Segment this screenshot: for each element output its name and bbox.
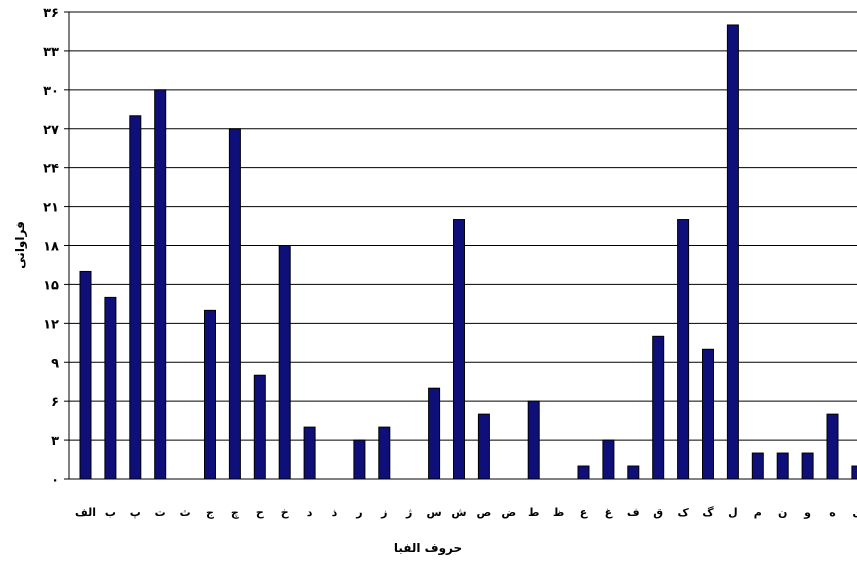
x-tick-label: غ: [605, 506, 613, 519]
x-tick-label: ص: [476, 506, 491, 519]
x-tick-label: ز: [380, 506, 387, 519]
x-tick-label: ل: [728, 506, 738, 519]
y-tick-label: ۳۶: [43, 6, 59, 21]
bar: [453, 219, 465, 480]
bar: [353, 439, 366, 480]
bar: [253, 374, 266, 480]
bar: [677, 219, 690, 480]
x-tick-label: ف: [627, 506, 640, 519]
y-tick-label: ۹: [51, 356, 59, 371]
bar: [702, 348, 714, 480]
bar: [204, 309, 216, 480]
x-tick-label: ر: [355, 506, 362, 519]
y-tick-label: ۶: [51, 395, 59, 410]
bar: [428, 387, 441, 480]
x-tick-label: الف: [75, 506, 96, 519]
bar: [477, 413, 490, 480]
y-tick-label: ۱۸: [43, 240, 59, 255]
x-tick-label: ع: [580, 506, 588, 519]
bar: [851, 465, 857, 480]
y-tick-label: ۲۱: [43, 201, 59, 216]
bar: [527, 400, 540, 480]
bar: [751, 452, 764, 480]
x-tick-label: ن: [778, 506, 787, 519]
bar: [79, 270, 92, 480]
y-axis-title: فراوانی: [13, 221, 28, 269]
bar: [303, 426, 316, 480]
x-tick-label: ژ: [405, 506, 412, 519]
bar: [652, 335, 665, 480]
bar: [228, 128, 241, 480]
bar: [776, 452, 789, 480]
y-tick-label: ۳: [51, 434, 59, 449]
bar: [378, 426, 391, 480]
y-tick-label: ۳۳: [43, 45, 59, 60]
bars: [79, 24, 857, 480]
x-tick-label: س: [427, 506, 442, 519]
x-tick-label: ک: [677, 506, 689, 519]
x-tick-label: ج: [206, 506, 214, 520]
bar: [278, 245, 291, 480]
bar: [104, 296, 117, 480]
bar: [726, 24, 739, 480]
x-tick-label: ض: [501, 506, 516, 519]
bar: [602, 439, 615, 480]
y-tick-label: ۱۲: [43, 317, 59, 332]
x-tick-label: چ: [231, 506, 239, 520]
bar: [154, 89, 167, 480]
x-tick-label: ذ: [332, 506, 338, 519]
y-tick-label: ۲۷: [43, 123, 59, 138]
x-tick-label: گ: [702, 505, 714, 519]
x-tick-label: پ: [130, 506, 141, 519]
bar: [129, 115, 142, 480]
x-tick-label: م: [754, 506, 762, 519]
x-tick-label: ق: [653, 506, 663, 519]
y-tick-label: ۱۵: [43, 278, 59, 293]
x-tick-label: ب: [105, 506, 116, 519]
x-tick-label: ش: [451, 506, 466, 519]
x-tick-label: ی: [852, 506, 857, 519]
x-tick-label: ث: [180, 506, 191, 519]
bar: [577, 465, 590, 480]
bar: [826, 413, 839, 480]
x-tick-label: ت: [155, 506, 166, 519]
y-tick-label: ۳۰: [43, 84, 59, 99]
x-tick-label: د: [307, 506, 313, 519]
y-tick-label: ۲۴: [43, 162, 59, 177]
y-tick-label: ۰: [51, 473, 59, 488]
x-tick-label: و: [803, 506, 811, 519]
x-tick-label: خ: [281, 506, 289, 519]
x-tick-label: ح: [256, 506, 264, 519]
bar: [627, 465, 640, 480]
bar: [801, 452, 814, 480]
x-tick-label: ط: [528, 506, 539, 519]
x-axis-title: حروف الفبا: [394, 541, 462, 556]
x-tick-label: ظ: [553, 506, 564, 519]
x-tick-label: ه: [829, 506, 836, 519]
